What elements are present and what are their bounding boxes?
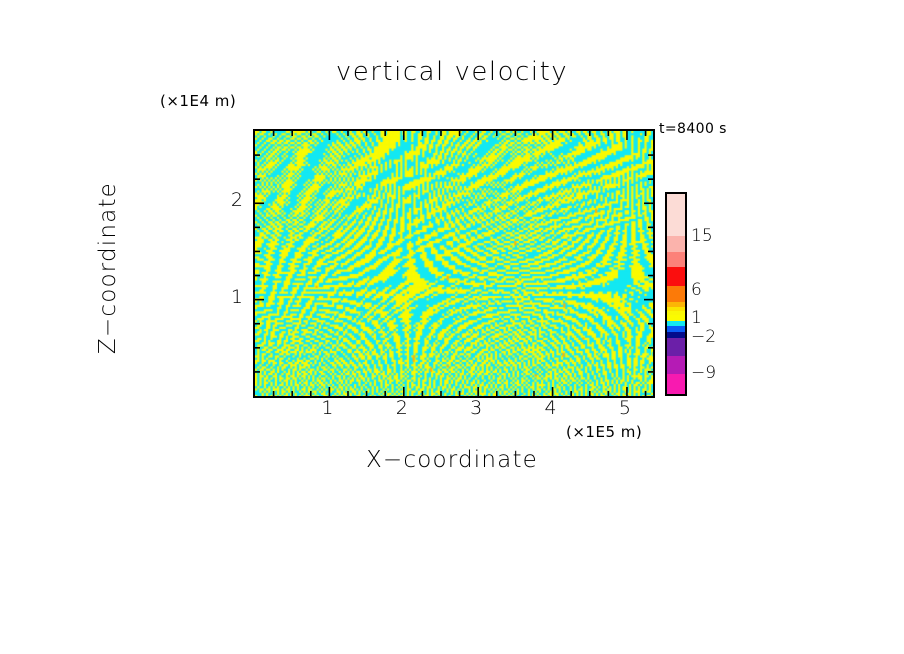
y-axis-unit-label: (×1E4 m)	[160, 92, 237, 110]
y-tick-label: 1	[230, 285, 243, 308]
y-axis-title: Z−coordinate	[95, 181, 121, 355]
colorbar-band	[667, 315, 685, 321]
x-axis-title: X−coordinate	[365, 447, 539, 473]
chart-title: vertical velocity	[335, 57, 569, 87]
colorbar-band	[667, 331, 685, 338]
colorbar-band	[667, 194, 685, 237]
colorbar-band	[667, 302, 685, 307]
colorbar-tick-label: −2	[691, 327, 717, 347]
x-axis-unit-label: (×1E5 m)	[566, 423, 643, 441]
colorbar-tick-label: 6	[691, 280, 702, 300]
colorbar-band	[667, 267, 685, 286]
x-tick-label: 1	[321, 397, 334, 419]
colorbar	[665, 192, 687, 396]
colorbar-band	[667, 374, 685, 394]
colorbar-band	[667, 337, 685, 356]
colorbar-band	[667, 306, 685, 311]
x-tick-label: 3	[470, 397, 483, 419]
x-tick-label: 5	[618, 397, 631, 419]
colorbar-band	[667, 251, 685, 268]
x-tick-label: 2	[395, 397, 408, 419]
colorbar-band	[667, 355, 685, 375]
colorbar-tick-label: 15	[691, 226, 713, 246]
colorbar-band	[667, 310, 685, 316]
timestamp-annotation: t=8400 s	[659, 121, 727, 137]
x-tick-label: 4	[544, 397, 557, 419]
y-tick-label: 2	[230, 189, 243, 212]
colorbar-band	[667, 326, 685, 332]
colorbar-band	[667, 320, 685, 327]
plot-area	[253, 129, 655, 398]
colorbar-tick-label: −9	[691, 363, 717, 383]
colorbar-band	[667, 236, 685, 252]
vertical-velocity-field	[255, 131, 653, 396]
colorbar-band	[667, 285, 685, 303]
colorbar-tick-label: 1	[691, 308, 702, 328]
